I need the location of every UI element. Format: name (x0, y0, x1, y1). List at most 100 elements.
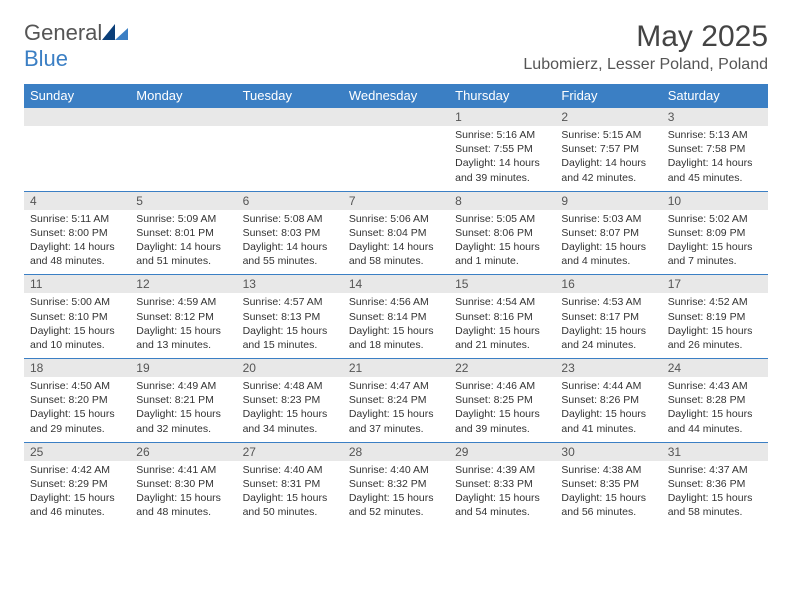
day-number-cell: 5 (130, 191, 236, 210)
sunset-line: Sunset: 8:29 PM (30, 477, 124, 491)
daylight-line: Daylight: 15 hours and 18 minutes. (349, 324, 443, 352)
daylight-line: Daylight: 15 hours and 24 minutes. (561, 324, 655, 352)
day-detail-cell: Sunrise: 4:40 AMSunset: 8:31 PMDaylight:… (237, 461, 343, 526)
day-detail-row: Sunrise: 5:00 AMSunset: 8:10 PMDaylight:… (24, 293, 768, 358)
day-detail-cell: Sunrise: 5:03 AMSunset: 8:07 PMDaylight:… (555, 210, 661, 275)
day-detail-cell: Sunrise: 4:49 AMSunset: 8:21 PMDaylight:… (130, 377, 236, 442)
calendar-table: SundayMondayTuesdayWednesdayThursdayFrid… (24, 84, 768, 525)
day-detail-cell: Sunrise: 4:47 AMSunset: 8:24 PMDaylight:… (343, 377, 449, 442)
day-detail-cell (237, 126, 343, 191)
day-detail-cell (130, 126, 236, 191)
daylight-line: Daylight: 14 hours and 51 minutes. (136, 240, 230, 268)
day-number-cell: 12 (130, 275, 236, 294)
sunrise-line: Sunrise: 4:44 AM (561, 379, 655, 393)
daylight-line: Daylight: 15 hours and 54 minutes. (455, 491, 549, 519)
day-number-cell: 31 (662, 442, 768, 461)
day-number-cell: 24 (662, 359, 768, 378)
day-number-cell: 17 (662, 275, 768, 294)
day-number-cell: 19 (130, 359, 236, 378)
logo-text: General Blue (24, 20, 128, 72)
sunset-line: Sunset: 7:58 PM (668, 142, 762, 156)
day-detail-cell: Sunrise: 4:37 AMSunset: 8:36 PMDaylight:… (662, 461, 768, 526)
daylight-line: Daylight: 14 hours and 39 minutes. (455, 156, 549, 184)
sunrise-line: Sunrise: 5:05 AM (455, 212, 549, 226)
sunset-line: Sunset: 8:30 PM (136, 477, 230, 491)
sunset-line: Sunset: 8:36 PM (668, 477, 762, 491)
day-detail-row: Sunrise: 5:16 AMSunset: 7:55 PMDaylight:… (24, 126, 768, 191)
day-detail-cell: Sunrise: 4:43 AMSunset: 8:28 PMDaylight:… (662, 377, 768, 442)
day-number-cell: 3 (662, 108, 768, 127)
day-detail-cell: Sunrise: 5:16 AMSunset: 7:55 PMDaylight:… (449, 126, 555, 191)
sunrise-line: Sunrise: 4:39 AM (455, 463, 549, 477)
day-number-row: 123 (24, 108, 768, 127)
day-detail-cell: Sunrise: 4:46 AMSunset: 8:25 PMDaylight:… (449, 377, 555, 442)
sunrise-line: Sunrise: 4:37 AM (668, 463, 762, 477)
sunrise-line: Sunrise: 4:43 AM (668, 379, 762, 393)
weekday-header: Sunday (24, 84, 130, 108)
logo: General Blue (24, 20, 128, 72)
day-number-cell: 20 (237, 359, 343, 378)
sunrise-line: Sunrise: 4:57 AM (243, 295, 337, 309)
daylight-line: Daylight: 14 hours and 45 minutes. (668, 156, 762, 184)
day-detail-cell: Sunrise: 4:42 AMSunset: 8:29 PMDaylight:… (24, 461, 130, 526)
day-number-cell: 9 (555, 191, 661, 210)
sunrise-line: Sunrise: 4:40 AM (243, 463, 337, 477)
daylight-line: Daylight: 15 hours and 10 minutes. (30, 324, 124, 352)
sunset-line: Sunset: 8:24 PM (349, 393, 443, 407)
day-number-cell (237, 108, 343, 127)
day-number-cell: 23 (555, 359, 661, 378)
day-number-cell: 10 (662, 191, 768, 210)
day-number-cell: 1 (449, 108, 555, 127)
daylight-line: Daylight: 15 hours and 39 minutes. (455, 407, 549, 435)
day-detail-cell: Sunrise: 4:53 AMSunset: 8:17 PMDaylight:… (555, 293, 661, 358)
logo-mark-icon (102, 22, 128, 40)
day-detail-cell: Sunrise: 5:09 AMSunset: 8:01 PMDaylight:… (130, 210, 236, 275)
sunrise-line: Sunrise: 4:46 AM (455, 379, 549, 393)
day-detail-cell (24, 126, 130, 191)
daylight-line: Daylight: 15 hours and 58 minutes. (668, 491, 762, 519)
sunset-line: Sunset: 8:35 PM (561, 477, 655, 491)
sunset-line: Sunset: 8:25 PM (455, 393, 549, 407)
weekday-header: Thursday (449, 84, 555, 108)
day-number-row: 18192021222324 (24, 359, 768, 378)
sunrise-line: Sunrise: 4:52 AM (668, 295, 762, 309)
day-detail-cell: Sunrise: 4:44 AMSunset: 8:26 PMDaylight:… (555, 377, 661, 442)
day-number-cell: 7 (343, 191, 449, 210)
sunrise-line: Sunrise: 4:59 AM (136, 295, 230, 309)
daylight-line: Daylight: 15 hours and 46 minutes. (30, 491, 124, 519)
day-detail-cell: Sunrise: 5:13 AMSunset: 7:58 PMDaylight:… (662, 126, 768, 191)
day-detail-cell: Sunrise: 5:00 AMSunset: 8:10 PMDaylight:… (24, 293, 130, 358)
sunset-line: Sunset: 7:57 PM (561, 142, 655, 156)
day-detail-cell: Sunrise: 5:11 AMSunset: 8:00 PMDaylight:… (24, 210, 130, 275)
sunrise-line: Sunrise: 5:11 AM (30, 212, 124, 226)
sunrise-line: Sunrise: 5:02 AM (668, 212, 762, 226)
logo-part2: Blue (24, 46, 68, 71)
day-number-cell: 27 (237, 442, 343, 461)
weekday-header: Wednesday (343, 84, 449, 108)
day-detail-cell (343, 126, 449, 191)
weekday-header: Monday (130, 84, 236, 108)
sunrise-line: Sunrise: 5:03 AM (561, 212, 655, 226)
day-number-cell: 16 (555, 275, 661, 294)
day-detail-cell: Sunrise: 5:06 AMSunset: 8:04 PMDaylight:… (343, 210, 449, 275)
title-block: May 2025 Lubomierz, Lesser Poland, Polan… (523, 20, 768, 74)
sunrise-line: Sunrise: 4:50 AM (30, 379, 124, 393)
day-number-cell: 8 (449, 191, 555, 210)
day-number-cell: 14 (343, 275, 449, 294)
sunset-line: Sunset: 8:21 PM (136, 393, 230, 407)
sunrise-line: Sunrise: 4:53 AM (561, 295, 655, 309)
sunrise-line: Sunrise: 5:06 AM (349, 212, 443, 226)
day-detail-cell: Sunrise: 4:59 AMSunset: 8:12 PMDaylight:… (130, 293, 236, 358)
weekday-header: Friday (555, 84, 661, 108)
day-number-cell (343, 108, 449, 127)
daylight-line: Daylight: 14 hours and 58 minutes. (349, 240, 443, 268)
calendar-body: 123Sunrise: 5:16 AMSunset: 7:55 PMDaylig… (24, 108, 768, 526)
sunset-line: Sunset: 8:13 PM (243, 310, 337, 324)
daylight-line: Daylight: 15 hours and 13 minutes. (136, 324, 230, 352)
day-detail-row: Sunrise: 4:42 AMSunset: 8:29 PMDaylight:… (24, 461, 768, 526)
day-number-cell: 25 (24, 442, 130, 461)
day-detail-cell: Sunrise: 5:05 AMSunset: 8:06 PMDaylight:… (449, 210, 555, 275)
day-number-cell: 26 (130, 442, 236, 461)
sunset-line: Sunset: 8:33 PM (455, 477, 549, 491)
weekday-header: Saturday (662, 84, 768, 108)
